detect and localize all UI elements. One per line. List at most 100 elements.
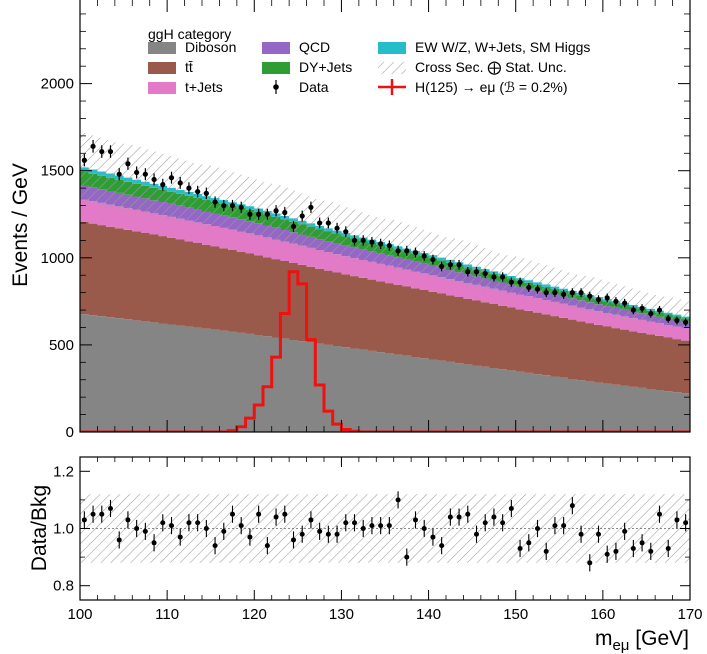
ratio-point: [474, 531, 479, 537]
data-point: [561, 291, 567, 297]
data-point: [674, 317, 680, 324]
legend-entry-diboson: Diboson: [148, 39, 236, 55]
data-point: [508, 279, 514, 285]
ratio-point: [221, 528, 227, 534]
ratio-point: [596, 531, 601, 537]
data-point: [90, 143, 96, 149]
ratio-point: [264, 543, 270, 549]
ratio-point: [343, 520, 349, 526]
ratio-point: [160, 520, 166, 526]
legend-label-ttbar: tt̄: [185, 59, 193, 75]
y-tick-label: 1500: [41, 163, 74, 180]
ratio-point: [447, 514, 453, 520]
data-point: [308, 204, 314, 210]
legend-swatch-tjets: [148, 82, 176, 94]
data-point: [604, 295, 610, 301]
uncertainty-bin: [550, 267, 560, 306]
stack-diboson: [80, 314, 690, 432]
ratio-point: [203, 526, 209, 531]
y-tick-label: 500: [49, 337, 74, 354]
main-axes: 0 500 1000 1500 2000: [41, 0, 691, 441]
ratio-point: [169, 523, 174, 529]
ratio-point: [186, 520, 192, 526]
data-point: [552, 290, 558, 296]
x-tick-label: 110: [155, 606, 179, 623]
data-point: [334, 225, 340, 231]
ratio-point: [430, 534, 436, 540]
ratio-point: [299, 531, 305, 537]
uncertainty-bin: [629, 288, 639, 322]
data-point: [256, 211, 262, 217]
ratio-point: [421, 526, 427, 531]
uncertainty-bin: [663, 297, 673, 329]
data-point: [369, 239, 375, 245]
data-point: [351, 237, 358, 243]
uncertainty-bin: [167, 156, 177, 220]
ratio-point: [256, 511, 262, 517]
data-point: [412, 249, 419, 256]
data-point: [325, 220, 331, 226]
legend-entry-dyjets: DY+Jets: [262, 59, 352, 75]
uncertainty-bin: [533, 262, 543, 302]
ratio-point: [99, 511, 105, 517]
data-point: [378, 241, 384, 247]
data-point: [456, 262, 462, 268]
ratio-point: [212, 543, 218, 549]
x-tick-label: 170: [677, 606, 702, 623]
main-y-axis-title: Events / GeV: [9, 163, 32, 287]
uncertainty-bin: [681, 301, 690, 332]
ratio-point: [456, 514, 462, 520]
data-point: [482, 270, 488, 277]
ratio-point: [90, 511, 96, 517]
y-tick-label: 2000: [41, 76, 74, 93]
ratio-point: [413, 517, 418, 523]
ratio-point: [439, 543, 445, 549]
data-point: [221, 202, 227, 209]
data-point: [299, 213, 305, 219]
uncertainty-bin: [489, 250, 499, 293]
ratio-point: [360, 526, 366, 531]
uncertainty-bin: [132, 146, 142, 213]
ratio-panel: 0.8 1.0 1.2 100 110 120 130 140 150 160 170 Data/B…: [28, 456, 703, 654]
data-point: [81, 157, 87, 163]
uncertainty-bin: [175, 158, 185, 222]
y-tick-label: 0: [66, 424, 74, 441]
data-point: [238, 204, 244, 210]
ratio-point: [552, 523, 558, 529]
stack-tjets: [80, 199, 690, 341]
ratio-point: [282, 511, 288, 517]
data-point: [343, 229, 349, 235]
legend-label-data: Data: [299, 79, 329, 95]
legend-swatch-ew: [378, 42, 406, 54]
legend-swatch-uncertainty: [378, 62, 406, 74]
ratio-point: [639, 540, 645, 546]
data-point: [229, 202, 236, 209]
legend-label-signal: H(125) → eμ (ℬ = 0.2%): [415, 79, 568, 95]
uncertainty-bin: [289, 190, 299, 247]
data-point: [125, 161, 131, 167]
data-point: [290, 223, 297, 230]
data-point: [569, 290, 575, 296]
ratio-point: [125, 517, 131, 523]
ratio-point: [683, 520, 689, 526]
data-point: [99, 148, 105, 155]
uncertainty-bin: [472, 245, 482, 289]
data-point: [360, 237, 366, 243]
ratio-point: [604, 551, 610, 557]
legend-swatch-dyjets: [262, 62, 290, 74]
ratio-points: [81, 491, 689, 572]
data-point: [247, 211, 253, 217]
ratio-point: [500, 520, 506, 526]
data-point: [491, 274, 497, 280]
data-point: [439, 263, 445, 270]
ratio-point: [230, 511, 235, 517]
data-point: [160, 182, 166, 188]
data-point: [465, 269, 471, 275]
data-point: [473, 269, 480, 275]
legend-label-ew: EW W/Z, W+Jets, SM Higgs: [415, 39, 590, 55]
legend-entry-ttbar: tt̄: [148, 59, 193, 75]
ratio-point: [543, 548, 549, 554]
